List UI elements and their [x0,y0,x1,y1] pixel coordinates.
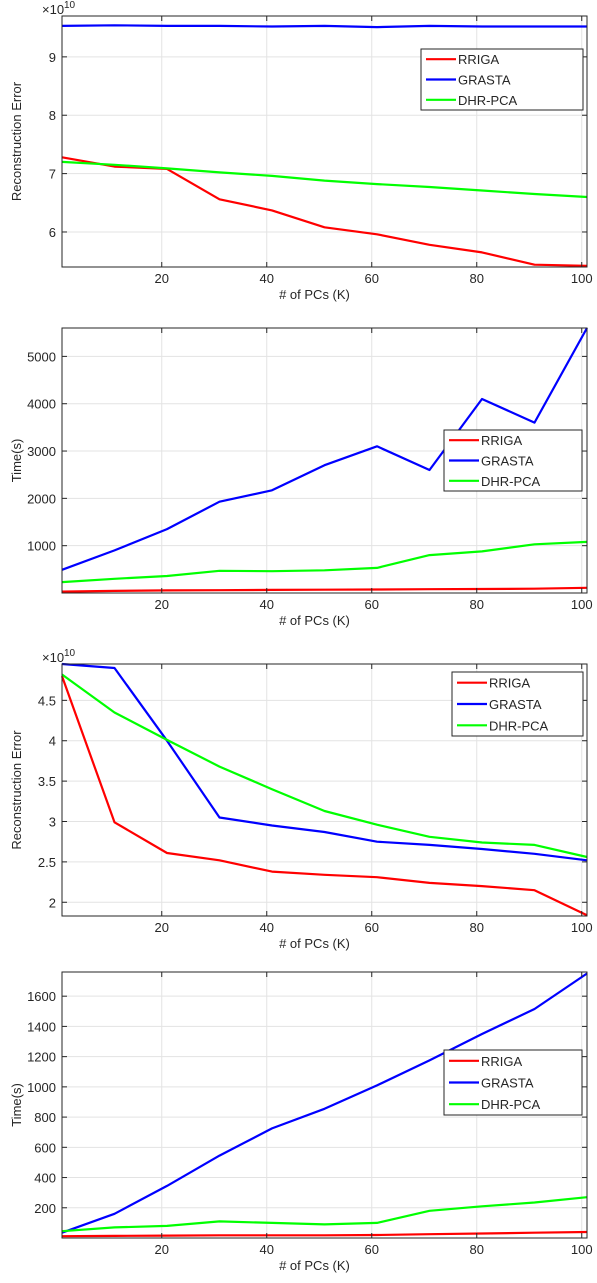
x-tick-label: 100 [571,920,593,935]
legend: RRIGA GRASTA DHR-PCA [451,671,584,737]
chart-panel-1: 20 40 60 80 100 6 7 8 9 # of PCs (K) Reconstructio… [0,0,597,320]
y-axis-label: Reconstruction Error [9,730,24,850]
x-tick-label: 20 [155,597,169,612]
y-tick-label: 1000 [27,1080,56,1095]
series-line-rriga [60,675,588,917]
y-tick-label: 4 [49,734,56,749]
y-tick-label: 4000 [27,397,56,412]
series-line-grasta [61,662,588,862]
series-line-grasta [61,24,587,29]
y-axis-label: Time(s) [9,439,24,483]
x-axis-label: # of PCs (K) [279,613,350,628]
x-tick-label: 40 [260,271,274,286]
y-tick-label: 4.5 [38,693,56,708]
series-line-rriga [61,1230,588,1238]
legend-label: DHR-PCA [481,1097,541,1112]
legend-label: DHR-PCA [458,93,518,108]
chart-panel-2: 20 40 60 80 100 1000 2000 3000 4000 5000 # of PCs … [0,320,597,640]
series-line-dhr-pca [61,540,588,584]
y-tick-label: 6 [49,225,56,240]
y-tick-label: 3000 [27,444,56,459]
legend: RRIGA GRASTA DHR-PCA [443,1049,583,1116]
chart-panel-4: 20 40 60 80 100 200 400 600 800 1000 1200 1400 1600 #… [0,962,597,1283]
x-tick-label: 40 [260,597,274,612]
series-line-dhr-pca [61,673,588,859]
legend-label: GRASTA [458,73,511,88]
series-line-rriga [61,586,588,593]
axis-exponent-power: 10 [64,648,76,659]
chart-2-svg: 20 40 60 80 100 1000 2000 3000 4000 5000 # of PCs … [9,327,593,628]
legend-label: RRIGA [458,52,500,67]
x-tick-label: 80 [470,597,484,612]
legend-label: RRIGA [481,433,523,448]
legend: RRIGA GRASTA DHR-PCA [443,429,583,492]
chart-panel-3: 20 40 60 80 100 2 2.5 3 3.5 4 4.5 # of PCs (K) Recon… [0,640,597,962]
x-tick-label: 100 [571,597,593,612]
y-tick-label: 3.5 [38,774,56,789]
axes-box [61,971,588,1239]
y-tick-label: 8 [49,108,56,123]
axis-exponent-power: 10 [64,0,76,11]
axes-box [61,15,588,268]
x-axis-label: # of PCs (K) [279,936,350,951]
x-tick-label: 80 [470,1242,484,1257]
series-line-dhr-pca [61,1196,588,1233]
y-tick-label: 600 [34,1140,56,1155]
x-tick-label: 100 [571,271,593,286]
x-axis-label: # of PCs (K) [279,1258,350,1273]
axes-box [61,327,588,594]
legend-label: RRIGA [489,676,531,691]
y-tick-label: 7 [49,167,56,182]
y-axis-label: Time(s) [9,1083,24,1127]
legend: RRIGA GRASTA DHR-PCA [420,48,584,111]
x-tick-label: 40 [260,1242,274,1257]
axes-box [61,663,588,917]
y-tick-label: 5000 [27,349,56,364]
axis-exponent-label: ×10 [42,2,64,17]
y-tick-label: 1000 [27,539,56,554]
chart-1-svg: 20 40 60 80 100 6 7 8 9 # of PCs (K) Reconstructio… [9,0,593,302]
y-tick-label: 400 [34,1171,56,1186]
y-tick-label: 800 [34,1110,56,1125]
x-tick-label: 60 [365,597,379,612]
y-tick-label: 1400 [27,1019,56,1034]
x-tick-label: 80 [470,920,484,935]
y-tick-label: 200 [34,1201,56,1216]
legend-label: GRASTA [481,454,534,469]
y-tick-label: 2.5 [38,855,56,870]
x-axis-label: # of PCs (K) [279,287,350,302]
chart-3-svg: 20 40 60 80 100 2 2.5 3 3.5 4 4.5 # of PCs (K) Recon… [9,648,593,951]
legend-label: GRASTA [481,1076,534,1091]
series-line-dhr-pca [61,160,588,199]
x-tick-label: 60 [365,271,379,286]
y-tick-label: 2 [49,895,56,910]
axis-exponent-label: ×10 [42,650,64,665]
y-tick-label: 2000 [27,491,56,506]
legend-label: GRASTA [489,697,542,712]
chart-4-svg: 20 40 60 80 100 200 400 600 800 1000 1200 1400 1600 #… [9,971,593,1273]
y-tick-label: 9 [49,50,56,65]
x-tick-label: 80 [470,271,484,286]
legend-label: DHR-PCA [489,718,549,733]
y-tick-label: 3 [49,815,56,830]
series-line-grasta [61,972,588,1234]
x-tick-label: 20 [155,271,169,286]
y-tick-label: 1600 [27,989,56,1004]
legend-label: RRIGA [481,1054,523,1069]
x-tick-label: 20 [155,1242,169,1257]
series-line-grasta [61,327,588,571]
x-tick-label: 60 [365,1242,379,1257]
x-tick-label: 100 [571,1242,593,1257]
y-tick-label: 1200 [27,1050,56,1065]
x-tick-label: 20 [155,920,169,935]
legend-label: DHR-PCA [481,474,541,489]
y-axis-label: Reconstruction Error [9,81,24,201]
x-tick-label: 40 [260,920,274,935]
x-tick-label: 60 [365,920,379,935]
